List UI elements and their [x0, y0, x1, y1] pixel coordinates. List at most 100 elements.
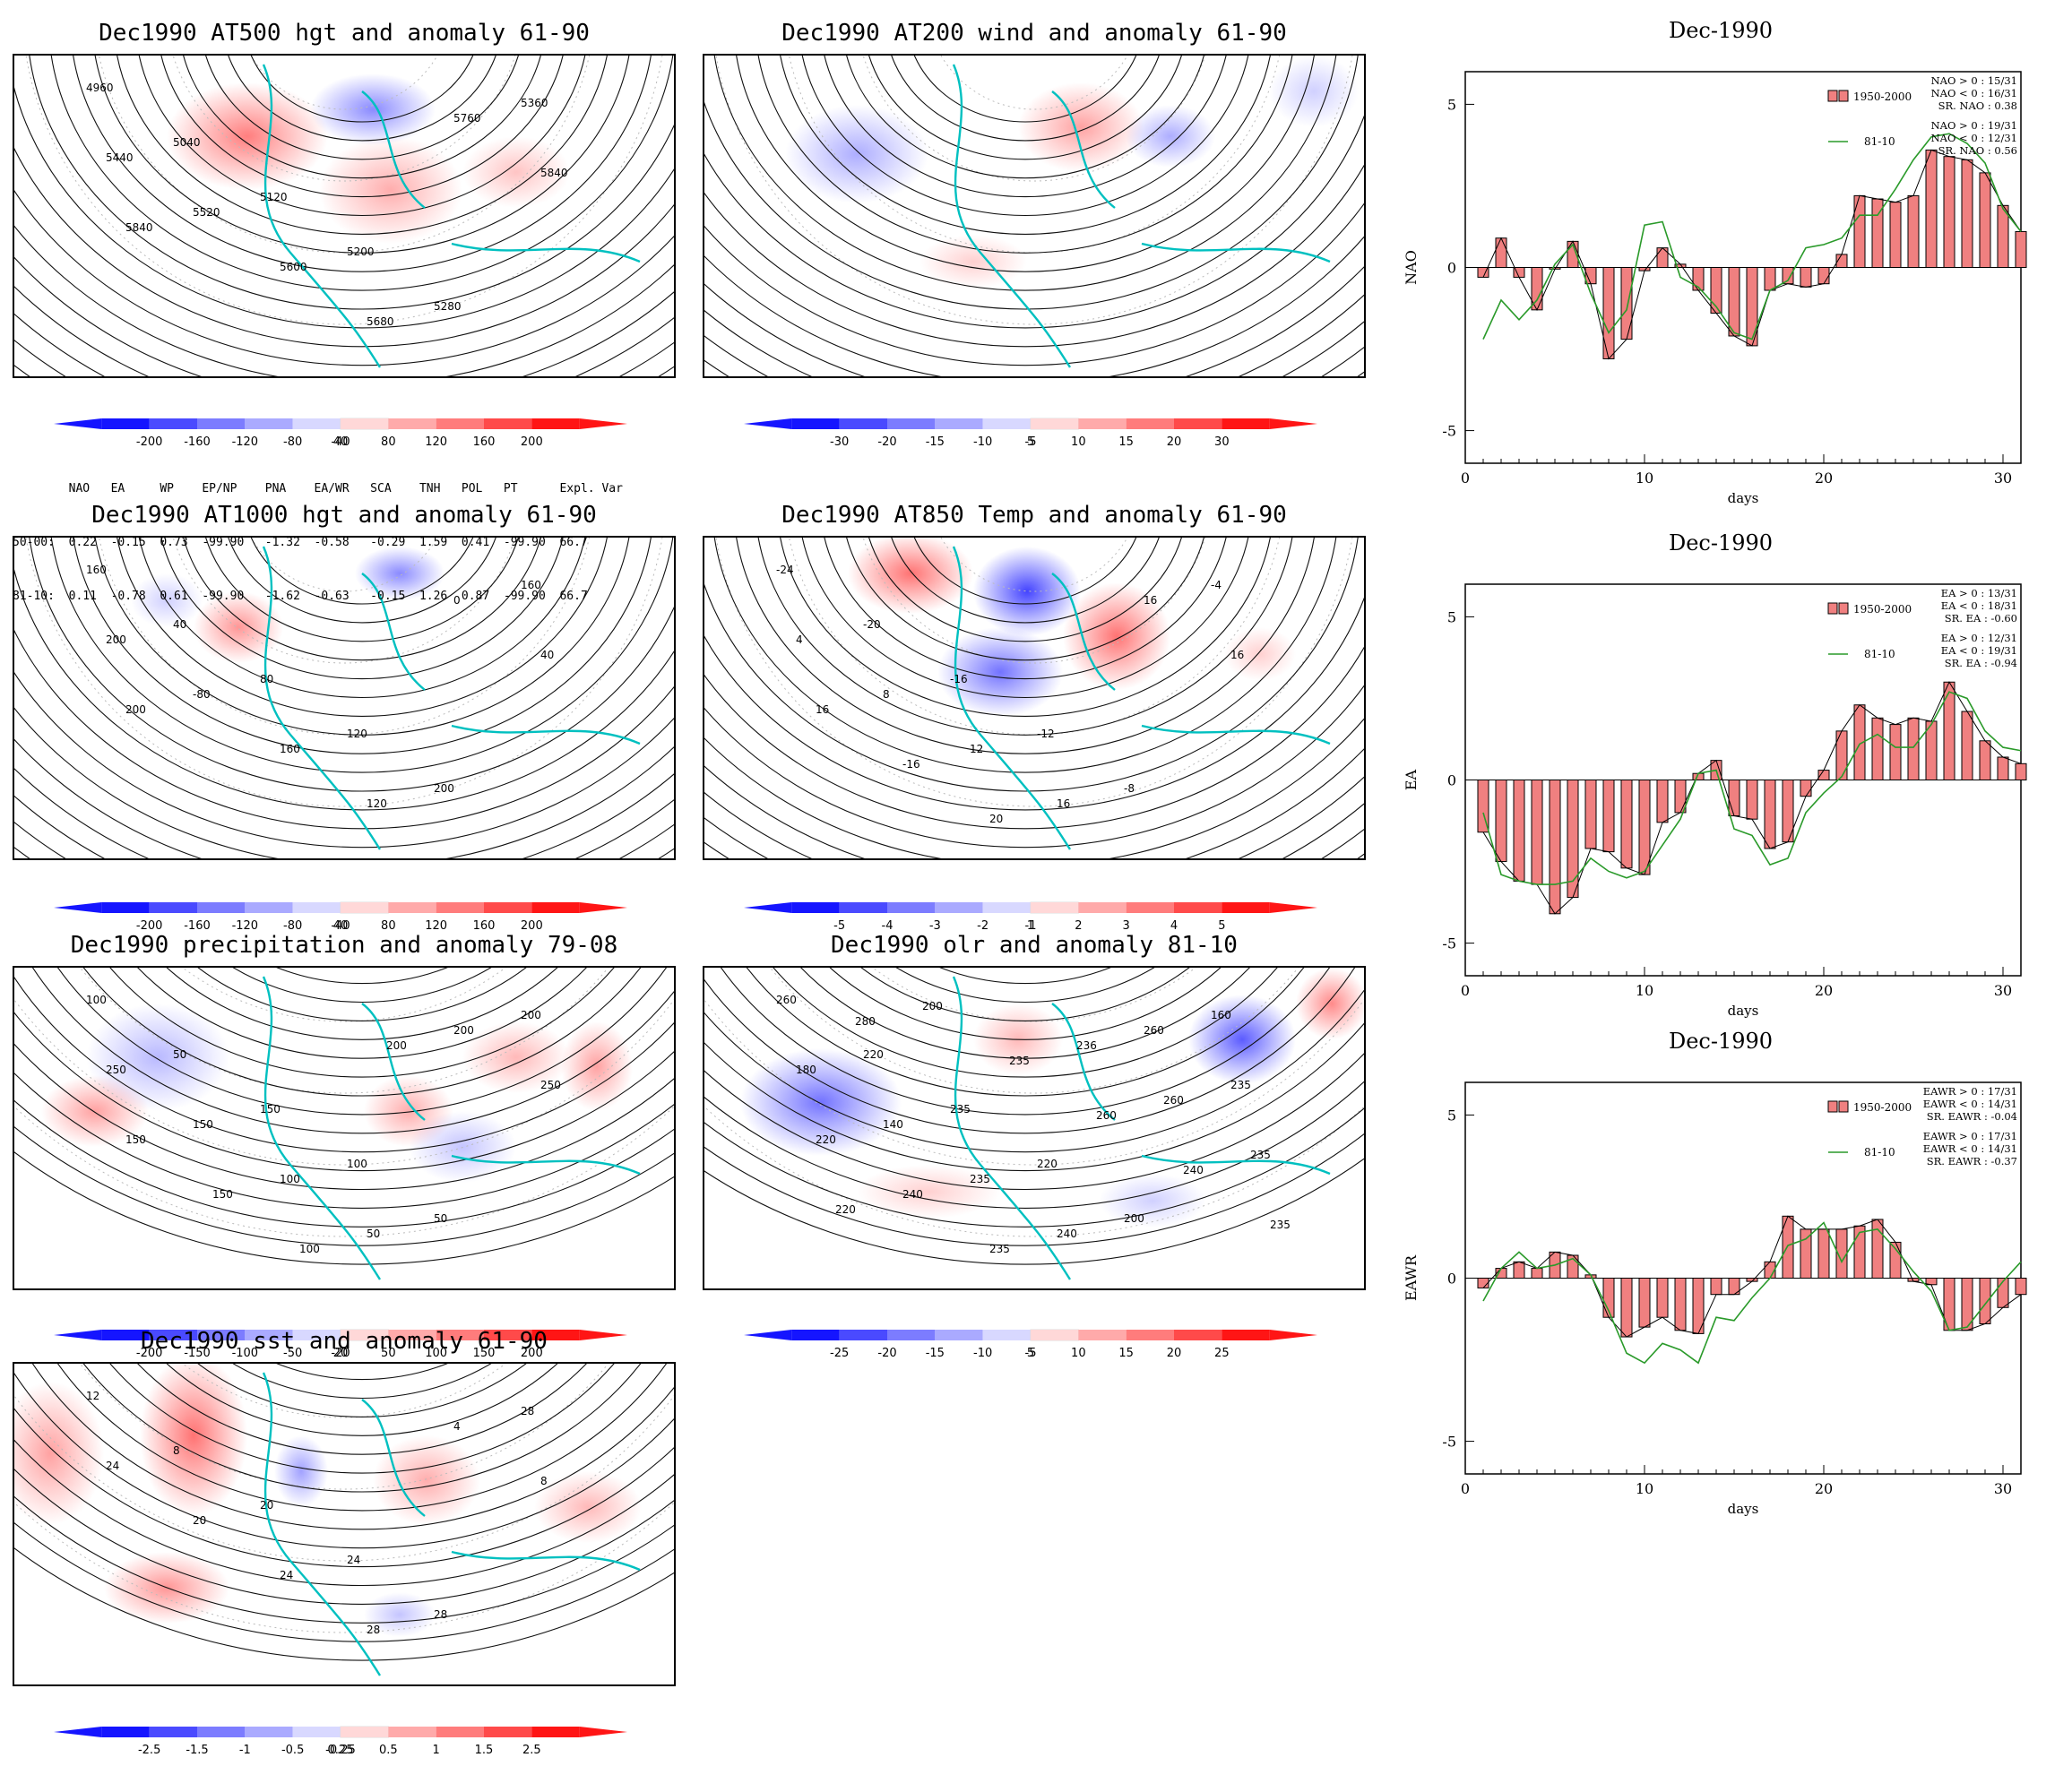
contour-line	[704, 597, 1364, 811]
contour-label: 5200	[347, 246, 375, 258]
contour-label: 235	[1270, 1219, 1291, 1231]
legend-label: 81-10	[1864, 135, 1895, 148]
contour-line	[14, 1408, 674, 1568]
contour-line	[780, 538, 1271, 717]
colorbar-segment	[887, 1330, 936, 1340]
contour-label: 240	[1057, 1228, 1077, 1240]
contour-label: 12	[970, 743, 983, 755]
colorbar-arrow-high	[1269, 1330, 1317, 1340]
colorbar-arrow-high	[1269, 902, 1317, 913]
colorbar-segment	[245, 1330, 293, 1340]
contour-label: 200	[521, 1009, 541, 1021]
colorbar-segment	[484, 1727, 532, 1737]
contour-label: 260	[1163, 1094, 1184, 1107]
contour-line	[704, 1081, 1364, 1209]
colorbar-tick-label: -200	[136, 1347, 163, 1360]
colorbar-segment	[982, 902, 1031, 913]
contour-label: 240	[1183, 1164, 1204, 1176]
coastline	[262, 64, 641, 368]
chart-title: Dec-1990	[1668, 1029, 1774, 1054]
bar-1950-2000	[1764, 780, 1776, 849]
colorbar-segment	[1174, 902, 1222, 913]
contour-line	[14, 1495, 674, 1624]
colorbar-tick-label: -30	[830, 435, 849, 449]
bar-1950-2000	[1871, 1219, 1884, 1279]
contour-line	[14, 1125, 674, 1246]
y-tick-label: -5	[1442, 1434, 1456, 1451]
colorbar-arrow-low	[744, 418, 792, 429]
contour-line	[117, 538, 608, 717]
colorbar-segment	[1031, 418, 1079, 429]
contour-label: 240	[902, 1188, 923, 1201]
contour-label: 16	[816, 703, 829, 716]
colorbar-segment	[149, 418, 197, 429]
colorbar-tick-label: 5	[1218, 919, 1225, 933]
contour-line	[757, 538, 1293, 736]
colorbar-tick-label: -25	[830, 1347, 849, 1360]
colorbar-segment	[484, 902, 532, 913]
bar-1950-2000	[1620, 1278, 1633, 1338]
colorbar-tick-label: -50	[283, 1347, 302, 1360]
contour-line	[704, 56, 1359, 310]
colorbar-segment	[388, 1727, 436, 1737]
positive-anomaly-area	[462, 136, 570, 208]
colorbar-segment	[839, 902, 887, 913]
colorbar-segment	[436, 1727, 484, 1737]
map-title: Dec1990 precipitation and anomaly 79-08	[70, 932, 618, 959]
contour-label: -12	[1037, 728, 1055, 740]
contour-line	[205, 56, 519, 160]
colorbar-segment	[531, 1727, 580, 1737]
colorbar-tick-label: 1	[433, 1744, 440, 1757]
colorbar: -5 -4 -3 -2 -11 2 3 4 5	[744, 901, 1317, 933]
contour-line	[704, 1133, 1364, 1246]
legend-bar-swatch	[1838, 602, 1849, 615]
contour-line	[14, 87, 674, 329]
colorbar-segment	[1031, 1330, 1079, 1340]
contour-line	[82, 968, 642, 1097]
colorbar-tick-label: 40	[333, 919, 349, 933]
bar-1950-2000	[1907, 717, 1920, 780]
colorbar-tick-label: -2	[977, 919, 989, 933]
contour-label: 200	[125, 703, 146, 716]
colorbar-segment	[388, 1330, 436, 1340]
x-tick-label: 10	[1636, 982, 1653, 999]
contour-label: 250	[540, 1079, 561, 1091]
contour-label: 5840	[540, 167, 568, 179]
x-tick-label: 30	[1994, 982, 2012, 999]
bar-1950-2000	[1584, 780, 1597, 849]
colorbar-tick-label: 120	[425, 435, 447, 449]
contour-label: 28	[367, 1624, 380, 1636]
contour-line	[939, 968, 1111, 985]
map-wind200: Dec1990 AT200 wind and anomaly 61-90 -30-…	[703, 20, 1366, 449]
map-field: 100 50 150 100 50 200 250 150 100 50 200 250 150 150 1…	[14, 968, 674, 1280]
map-field: 160 40 80 120 200 160 200 -80 160 120 0 40 200	[14, 538, 674, 858]
coastline	[262, 546, 641, 850]
colorbar-tick-label: -200	[136, 435, 163, 449]
contour-label: 5040	[173, 136, 201, 149]
contour-label: 236	[1076, 1039, 1097, 1052]
chart-ea: Dec-1990 5 0 -5 0 10 20 30 EA days 1950-2000 81-10 E…	[1380, 530, 2061, 1019]
x-tick-label: 0	[1461, 982, 1470, 999]
contour-label: 4960	[86, 82, 114, 94]
contour-line	[14, 1439, 674, 1586]
colorbar-segment	[531, 418, 580, 429]
chart-svg: 5 0 -5 0 10 20 30 EAWR days 1950-2000 81-10 EAWR > …	[1403, 1081, 2027, 1517]
colorbar-tick-label: -100	[232, 1347, 259, 1360]
contour-line	[801, 538, 1249, 698]
colorbar-tick-label: -3	[929, 919, 941, 933]
bar-1950-2000	[1871, 717, 1884, 780]
contour-line	[14, 1099, 674, 1228]
bar-1950-2000	[1997, 204, 2009, 268]
contour-line	[183, 538, 541, 661]
contour-line	[704, 202, 1364, 366]
stat-text: EAWR > 0 : 17/31	[1923, 1085, 2017, 1098]
positive-anomaly-area	[319, 136, 462, 244]
contour-label: 120	[367, 797, 387, 810]
contour-label: 260	[776, 994, 797, 1006]
x-tick-label: 0	[1461, 470, 1470, 487]
contour-label: 20	[193, 1514, 206, 1527]
y-tick-label: 0	[1447, 260, 1456, 277]
bar-1950-2000	[1979, 172, 1991, 268]
colorbar-tick-label: 50	[381, 1347, 396, 1360]
colorbar-segment	[887, 418, 936, 429]
